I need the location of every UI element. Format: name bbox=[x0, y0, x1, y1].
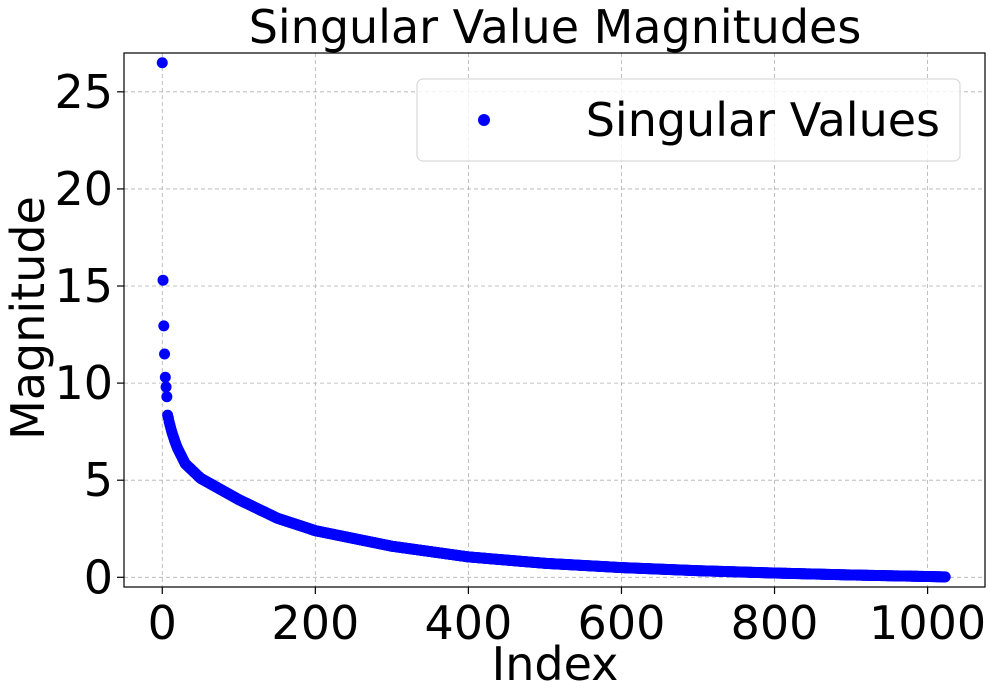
x-tick-label: 1000 bbox=[869, 596, 986, 650]
x-tick-label: 600 bbox=[578, 596, 666, 650]
data-point bbox=[158, 320, 170, 332]
x-tick-label: 0 bbox=[148, 596, 177, 650]
x-tick-label: 400 bbox=[424, 596, 512, 650]
data-point bbox=[159, 371, 171, 383]
data-points bbox=[156, 57, 951, 583]
data-point bbox=[157, 274, 169, 286]
plot-frame bbox=[123, 52, 986, 588]
data-point bbox=[161, 391, 173, 403]
legend-label: Singular Values bbox=[586, 93, 940, 147]
chart-title: Singular Value Magnitudes bbox=[249, 0, 862, 54]
y-tick-label: 20 bbox=[54, 162, 113, 216]
data-point bbox=[160, 381, 172, 393]
legend: Singular Values bbox=[416, 78, 961, 162]
data-point bbox=[939, 571, 951, 583]
y-axis-label: Magnitude bbox=[1, 196, 55, 440]
y-tick-label: 10 bbox=[54, 356, 113, 410]
y-tick-label: 0 bbox=[84, 550, 113, 604]
data-point bbox=[156, 57, 168, 69]
y-tick-label: 25 bbox=[54, 65, 113, 119]
y-tick-label: 15 bbox=[54, 259, 113, 313]
axis-ticks: 0 200 400 600 800 1000 0 5 10 15 20 25 bbox=[54, 65, 986, 650]
x-tick-label: 800 bbox=[731, 596, 819, 650]
x-axis-label: Index bbox=[492, 637, 619, 691]
data-point bbox=[159, 348, 171, 360]
x-tick-label: 200 bbox=[271, 596, 359, 650]
legend-box bbox=[416, 78, 961, 162]
y-tick-label: 5 bbox=[84, 453, 113, 507]
legend-marker bbox=[478, 114, 490, 126]
